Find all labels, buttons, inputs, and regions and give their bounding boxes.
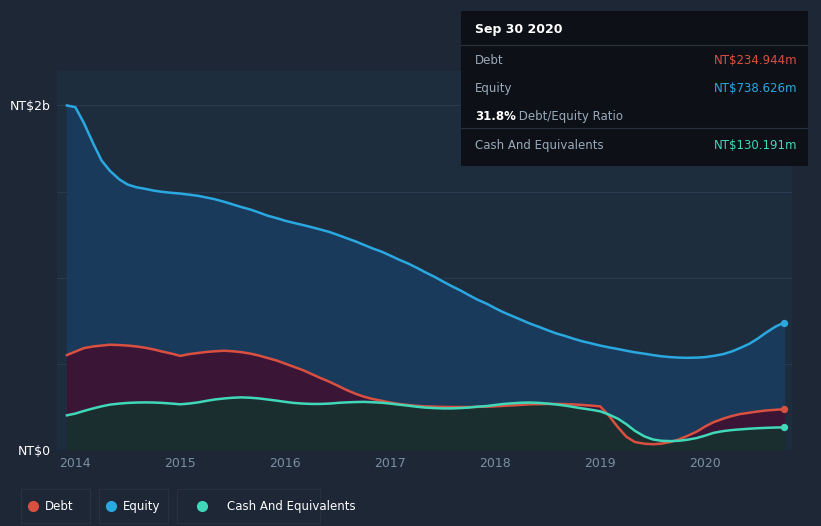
Point [777, 423, 791, 431]
Text: Sep 30 2020: Sep 30 2020 [475, 23, 562, 36]
Text: 31.8%: 31.8% [475, 110, 516, 123]
Text: Cash And Equivalents: Cash And Equivalents [475, 139, 604, 153]
Point [777, 318, 791, 327]
Text: NT$130.191m: NT$130.191m [714, 139, 797, 153]
Text: Debt/Equity Ratio: Debt/Equity Ratio [515, 110, 623, 123]
Text: NT$738.626m: NT$738.626m [714, 82, 797, 95]
Text: Debt: Debt [475, 54, 504, 67]
Text: Debt: Debt [45, 500, 74, 513]
Text: Equity: Equity [475, 82, 513, 95]
Point [777, 405, 791, 413]
Text: Equity: Equity [123, 500, 160, 513]
Text: Cash And Equivalents: Cash And Equivalents [227, 500, 355, 513]
Text: NT$234.944m: NT$234.944m [713, 54, 797, 67]
